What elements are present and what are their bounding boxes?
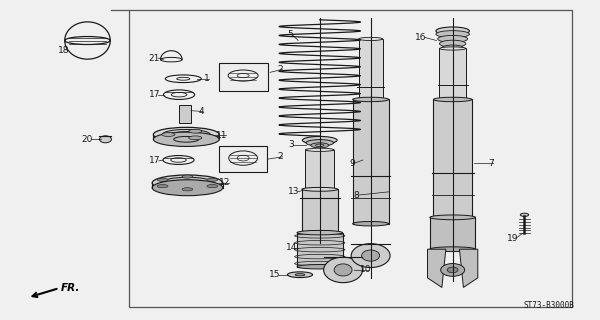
- Ellipse shape: [163, 129, 210, 140]
- Text: 9: 9: [350, 159, 355, 168]
- Text: 21: 21: [149, 53, 160, 62]
- Ellipse shape: [162, 177, 213, 189]
- Ellipse shape: [162, 132, 175, 136]
- Bar: [305, 150, 334, 189]
- Bar: [302, 189, 338, 233]
- Text: 17: 17: [149, 156, 161, 165]
- Bar: [219, 146, 267, 172]
- Bar: [433, 100, 472, 220]
- Ellipse shape: [359, 101, 383, 104]
- Text: 16: 16: [415, 33, 427, 42]
- Ellipse shape: [302, 231, 338, 235]
- Ellipse shape: [305, 188, 334, 191]
- Ellipse shape: [439, 47, 466, 50]
- Text: 7: 7: [488, 159, 494, 168]
- Ellipse shape: [297, 230, 343, 235]
- Text: 12: 12: [219, 179, 230, 188]
- Ellipse shape: [351, 244, 390, 268]
- Ellipse shape: [433, 97, 472, 102]
- Ellipse shape: [100, 136, 112, 143]
- Text: 11: 11: [216, 131, 227, 140]
- Ellipse shape: [154, 132, 219, 147]
- Text: 17: 17: [149, 90, 160, 99]
- Ellipse shape: [152, 180, 223, 196]
- Ellipse shape: [437, 36, 467, 43]
- Bar: [179, 105, 191, 123]
- Text: 2: 2: [278, 65, 283, 74]
- Ellipse shape: [442, 50, 463, 56]
- Ellipse shape: [157, 178, 168, 181]
- Ellipse shape: [430, 215, 475, 220]
- Ellipse shape: [362, 250, 380, 261]
- Bar: [353, 100, 389, 224]
- Ellipse shape: [188, 136, 202, 140]
- Ellipse shape: [439, 101, 466, 104]
- Ellipse shape: [353, 221, 389, 226]
- Text: 3: 3: [288, 140, 294, 149]
- Text: 15: 15: [269, 270, 280, 279]
- Text: 10: 10: [360, 265, 371, 275]
- Ellipse shape: [441, 45, 464, 52]
- Ellipse shape: [154, 127, 219, 142]
- Ellipse shape: [323, 257, 362, 283]
- Text: 19: 19: [506, 234, 518, 243]
- Text: 1: 1: [204, 74, 210, 83]
- Bar: [439, 49, 466, 103]
- Bar: [359, 39, 383, 103]
- Ellipse shape: [207, 178, 218, 181]
- Text: 4: 4: [198, 107, 204, 116]
- Text: FR.: FR.: [61, 284, 80, 293]
- Text: 13: 13: [288, 188, 299, 196]
- Ellipse shape: [157, 185, 168, 188]
- Bar: [297, 233, 343, 267]
- Ellipse shape: [311, 143, 329, 148]
- Ellipse shape: [334, 264, 352, 276]
- Ellipse shape: [295, 274, 305, 276]
- Polygon shape: [460, 249, 478, 287]
- Ellipse shape: [305, 148, 334, 151]
- Ellipse shape: [297, 265, 343, 269]
- Ellipse shape: [440, 264, 464, 276]
- Ellipse shape: [430, 247, 475, 252]
- Bar: [430, 217, 475, 249]
- Ellipse shape: [447, 267, 458, 273]
- Ellipse shape: [207, 185, 218, 188]
- Ellipse shape: [306, 140, 334, 146]
- Ellipse shape: [436, 31, 469, 38]
- Text: 14: 14: [286, 243, 297, 252]
- Ellipse shape: [182, 175, 193, 178]
- Bar: [218, 63, 268, 92]
- Ellipse shape: [188, 129, 202, 133]
- Ellipse shape: [152, 175, 223, 191]
- Text: ST73-B3000B: ST73-B3000B: [523, 301, 574, 310]
- Ellipse shape: [433, 218, 472, 223]
- Ellipse shape: [182, 188, 193, 191]
- Ellipse shape: [287, 272, 313, 277]
- Text: 8: 8: [354, 190, 359, 200]
- Ellipse shape: [520, 213, 529, 216]
- Text: 2: 2: [278, 152, 283, 161]
- Ellipse shape: [302, 136, 337, 144]
- Text: 20: 20: [82, 135, 93, 144]
- Text: 5: 5: [287, 30, 293, 39]
- Ellipse shape: [436, 27, 469, 35]
- Ellipse shape: [359, 37, 383, 41]
- Ellipse shape: [439, 40, 466, 47]
- Ellipse shape: [353, 97, 389, 102]
- Polygon shape: [428, 249, 446, 287]
- Ellipse shape: [302, 188, 338, 191]
- Text: 18: 18: [58, 45, 69, 55]
